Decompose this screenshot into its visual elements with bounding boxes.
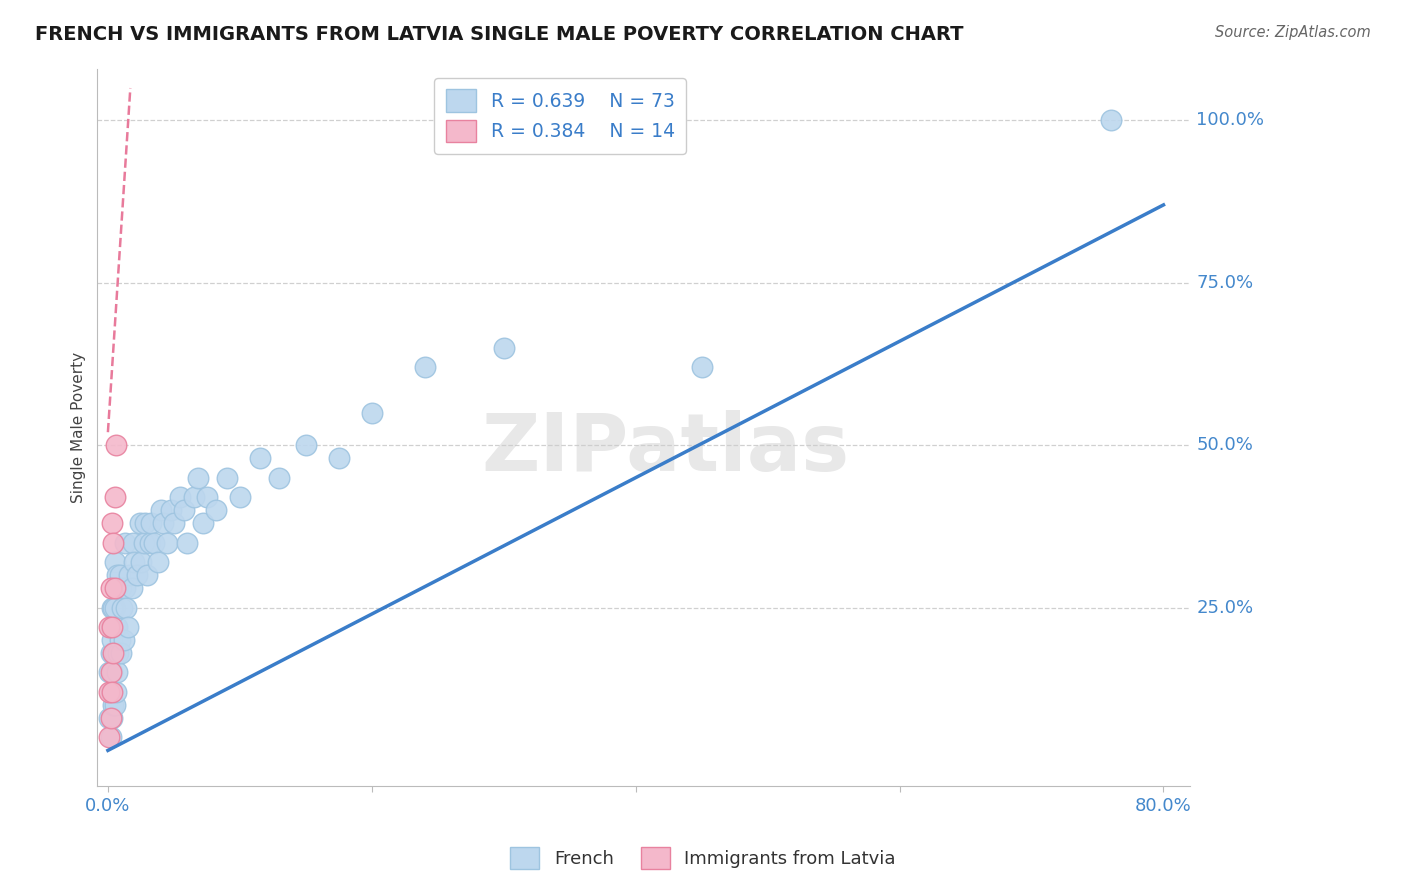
Point (107, 646, 129, 660)
Point (101, 620, 124, 634)
Point (101, 711, 124, 725)
Point (129, 555, 152, 569)
Point (101, 516, 124, 530)
Text: 50.0%: 50.0% (1197, 436, 1253, 454)
Point (103, 600, 125, 615)
Point (492, 341, 515, 355)
Point (205, 503, 228, 517)
Point (104, 620, 127, 634)
Point (360, 406, 382, 420)
Point (108, 633, 131, 648)
Point (169, 490, 191, 504)
Point (103, 581, 125, 595)
Point (114, 535, 136, 549)
Point (108, 568, 131, 582)
Point (105, 620, 128, 634)
Point (146, 555, 169, 569)
Point (101, 600, 124, 615)
Point (103, 646, 125, 660)
Point (156, 535, 179, 549)
Point (269, 470, 291, 484)
Point (249, 451, 271, 466)
Point (103, 698, 125, 712)
Point (110, 581, 132, 595)
Point (191, 516, 214, 530)
Point (1099, 113, 1122, 128)
Point (98, 620, 121, 634)
Point (139, 535, 162, 549)
Point (100, 685, 122, 699)
Point (105, 568, 128, 582)
Point (104, 685, 127, 699)
Point (105, 665, 128, 680)
Point (117, 620, 139, 634)
Point (160, 503, 183, 517)
Text: 100.0%: 100.0% (1197, 112, 1264, 129)
Point (101, 633, 124, 648)
Point (98, 731, 121, 745)
Point (124, 555, 146, 569)
Point (125, 568, 148, 582)
Point (103, 490, 125, 504)
Point (100, 731, 122, 745)
Point (110, 646, 132, 660)
Point (295, 438, 318, 452)
Point (98, 665, 121, 680)
Point (136, 568, 159, 582)
Point (121, 581, 143, 595)
Point (112, 633, 135, 648)
Legend: R = 0.639    N = 73, R = 0.384    N = 14: R = 0.639 N = 73, R = 0.384 N = 14 (434, 78, 686, 153)
Point (101, 665, 124, 680)
Point (141, 516, 163, 530)
Point (101, 685, 124, 699)
Point (195, 490, 218, 504)
Point (103, 535, 125, 549)
Point (103, 698, 125, 712)
Text: Source: ZipAtlas.com: Source: ZipAtlas.com (1215, 25, 1371, 40)
Point (187, 470, 209, 484)
Point (149, 503, 172, 517)
Point (152, 516, 174, 530)
Point (118, 568, 141, 582)
Point (103, 600, 125, 615)
Point (122, 535, 145, 549)
Point (134, 516, 156, 530)
Legend: French, Immigrants from Latvia: French, Immigrants from Latvia (503, 839, 903, 876)
Point (176, 535, 198, 549)
Point (114, 581, 136, 595)
Point (103, 646, 125, 660)
Point (98, 711, 121, 725)
Point (100, 646, 122, 660)
Point (690, 360, 713, 375)
Point (111, 600, 134, 615)
Text: 25.0%: 25.0% (1197, 599, 1254, 616)
Point (132, 535, 155, 549)
Point (183, 490, 205, 504)
Point (115, 600, 138, 615)
Text: 75.0%: 75.0% (1197, 274, 1254, 292)
Point (229, 490, 252, 504)
Point (100, 620, 122, 634)
Point (173, 503, 195, 517)
Point (413, 360, 436, 375)
Point (143, 535, 166, 549)
Point (98, 685, 121, 699)
Point (100, 665, 122, 680)
Point (100, 581, 122, 595)
Point (104, 581, 127, 595)
Y-axis label: Single Male Poverty: Single Male Poverty (72, 351, 86, 503)
Text: FRENCH VS IMMIGRANTS FROM LATVIA SINGLE MALE POVERTY CORRELATION CHART: FRENCH VS IMMIGRANTS FROM LATVIA SINGLE … (35, 25, 963, 44)
Point (104, 438, 127, 452)
Point (103, 555, 125, 569)
Point (163, 516, 186, 530)
Point (328, 451, 350, 466)
Point (215, 470, 238, 484)
Text: ZIPatlas: ZIPatlas (481, 409, 849, 488)
Point (103, 646, 125, 660)
Point (128, 516, 150, 530)
Point (100, 711, 122, 725)
Point (107, 581, 129, 595)
